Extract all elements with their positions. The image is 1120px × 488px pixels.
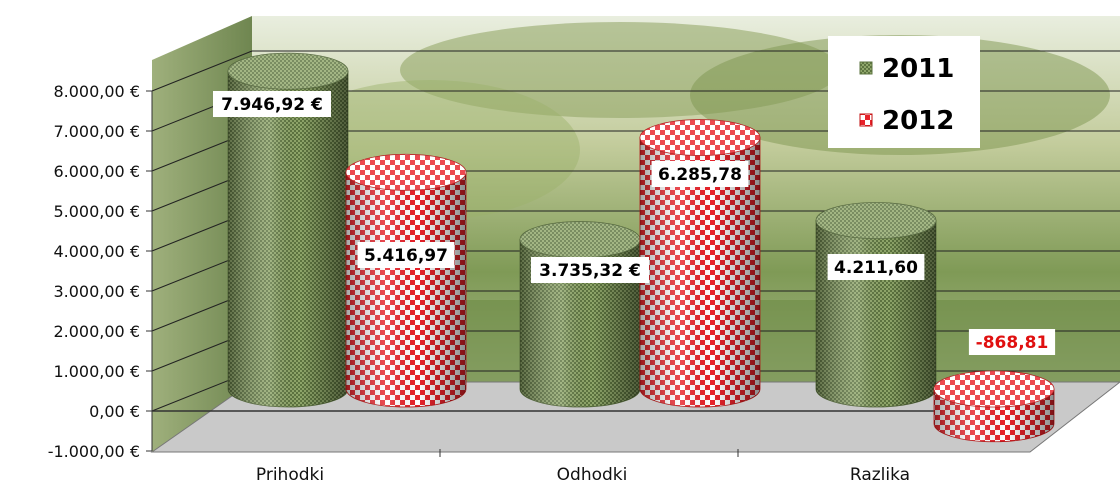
bar-2011-razlika <box>815 202 937 408</box>
bar-top-highlight <box>228 53 348 90</box>
y-tick-label: 1.000,00 € <box>53 362 140 381</box>
bar-shading <box>816 220 936 407</box>
bar-2012-prihodki <box>345 153 467 408</box>
data-labels: 7.946,92 € 3.735,32 € 4.211,60 5.416,97 6.28… <box>213 91 1056 355</box>
data-label-text: 3.735,32 € <box>539 261 641 281</box>
y-tick-label: 0,00 € <box>89 402 140 421</box>
y-tick-label: -1.000,00 € <box>48 442 140 461</box>
bar-top-highlight <box>640 119 760 156</box>
data-label-text: 5.416,97 <box>364 246 448 266</box>
data-label-text: 7.946,92 € <box>221 95 323 115</box>
data-label: 6.285,78 <box>651 161 749 187</box>
bar-top-highlight <box>816 202 936 239</box>
data-label-box <box>213 91 331 117</box>
bar-top <box>933 370 1055 408</box>
bar-top <box>639 119 761 156</box>
y-tick-label: 6.000,00 € <box>53 162 140 181</box>
bar-top <box>227 52 349 90</box>
y-axis: -1.000,00 € 0,00 € 1.000,00 € 2.000,00 € 3.0… <box>48 82 153 461</box>
legend-label-2012: 2012 <box>882 106 954 136</box>
bar-top <box>815 202 937 239</box>
data-label-box <box>827 254 925 280</box>
bar-shading <box>228 71 348 407</box>
data-label-box <box>357 242 455 268</box>
data-label: 3.735,32 € <box>531 257 649 283</box>
y-tick-label: 8.000,00 € <box>53 82 140 101</box>
bar-2012-odhodki <box>639 119 761 408</box>
y-tick-label: 5.000,00 € <box>53 202 140 221</box>
data-label-text: 6.285,78 <box>658 165 742 185</box>
x-axis: Prihodki Odhodki Razlika <box>152 410 1030 485</box>
bar-2011-odhodki <box>519 221 641 408</box>
legend-label-2011: 2011 <box>882 54 954 84</box>
bar-top-highlight <box>520 221 640 258</box>
chart-side-wall <box>152 16 252 452</box>
data-label: 4.211,60 <box>827 254 925 280</box>
y-tick-label: 4.000,00 € <box>53 242 140 261</box>
x-tick-label: Prihodki <box>256 465 324 485</box>
bar-shading <box>640 137 760 408</box>
data-label-box <box>968 329 1056 355</box>
legend-swatch-2012 <box>859 113 873 127</box>
data-label-text: 4.211,60 <box>834 258 918 278</box>
legend-swatch-2011 <box>859 61 873 75</box>
legend-box <box>828 36 980 148</box>
bar-top-highlight <box>346 154 466 191</box>
y-tick-label: 2.000,00 € <box>53 322 140 341</box>
bar-2011-prihodki <box>227 52 349 408</box>
data-label: -868,81 <box>968 329 1056 355</box>
bar-shading <box>346 172 466 407</box>
bar-top-highlight <box>934 371 1054 407</box>
y-tick-label: 3.000,00 € <box>53 282 140 301</box>
legend: 2011 2012 <box>828 36 980 148</box>
y-tick-label: 7.000,00 € <box>53 122 140 141</box>
bar-top <box>345 153 467 191</box>
data-label-box <box>531 257 649 283</box>
data-label: 5.416,97 <box>357 242 455 268</box>
x-tick-label: Razlika <box>850 465 910 485</box>
bar-2012-razlika <box>933 370 1055 443</box>
data-label-text: -868,81 <box>976 333 1049 353</box>
data-label: 7.946,92 € <box>213 91 331 117</box>
data-label-box <box>651 161 749 187</box>
x-tick-label: Odhodki <box>557 465 628 485</box>
gridline-diagonal <box>151 50 253 92</box>
